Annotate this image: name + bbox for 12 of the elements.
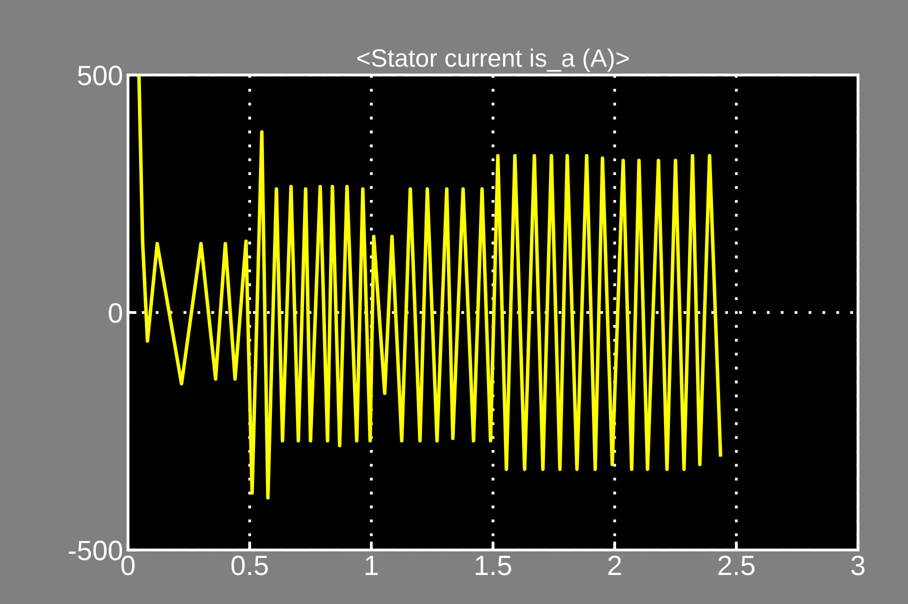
line-series	[136, 75, 722, 500]
y-tick-label: 500	[78, 66, 122, 86]
y-tick-label: 0	[108, 303, 122, 323]
x-tick-label: 2	[608, 556, 621, 575]
chart-title: <Stator current is_a (A)>	[357, 48, 629, 72]
x-tick-label: 1	[366, 556, 378, 575]
x-tick-label: 0	[121, 556, 135, 576]
x-tick-label: 0.5	[231, 556, 268, 576]
y-tick-label: -500	[68, 540, 122, 560]
x-tick-label: 1.5	[476, 556, 512, 576]
x-tick-label: 3	[851, 556, 865, 576]
x-tick-label: 2.5	[718, 556, 754, 576]
